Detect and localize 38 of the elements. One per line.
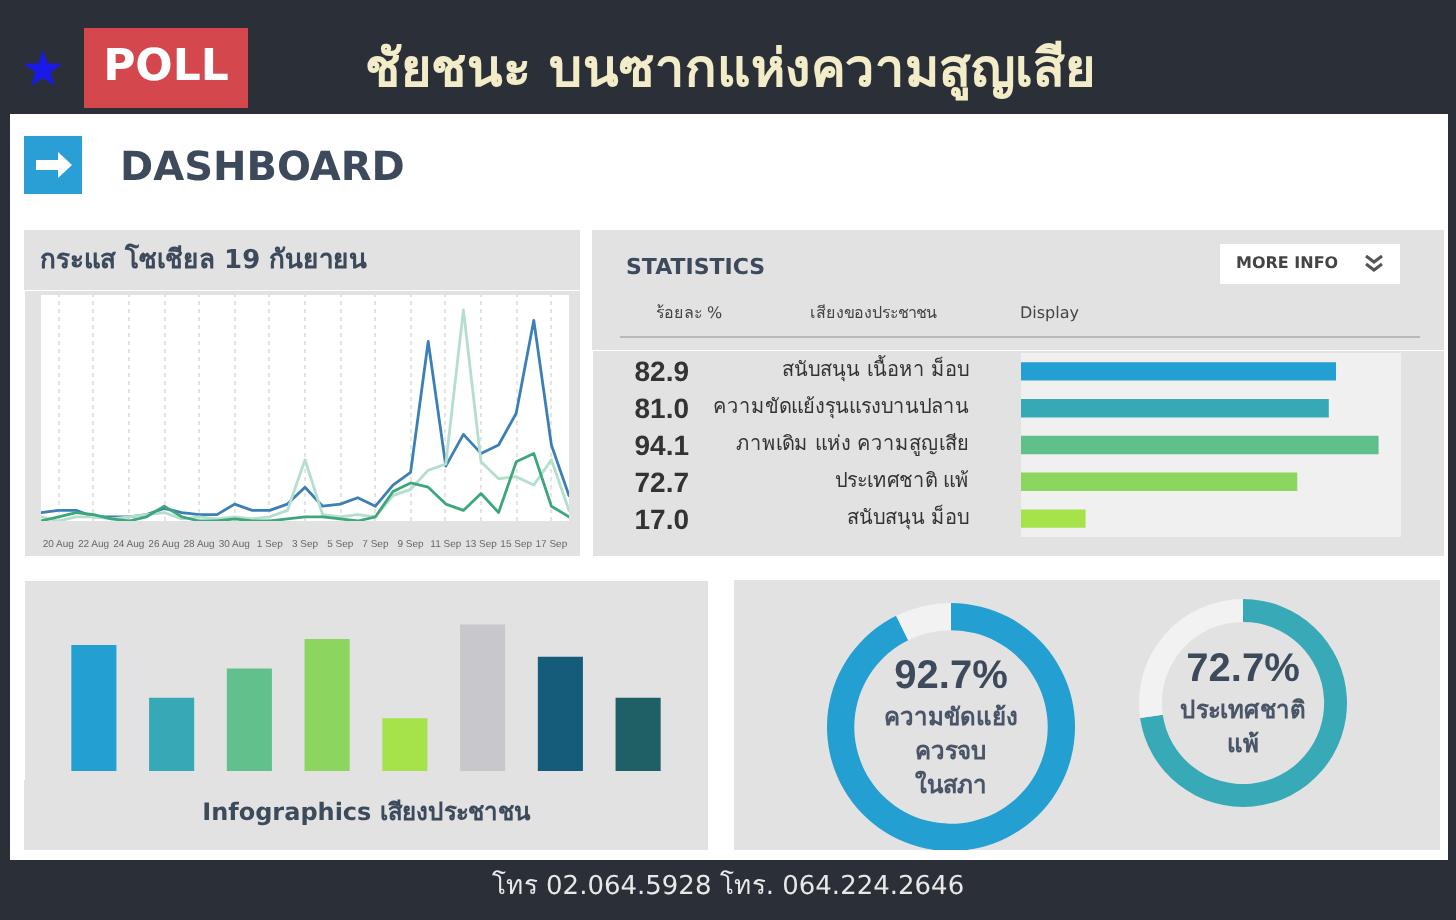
bar bbox=[226, 668, 272, 771]
y-tick-label: สนับสนุน เนื้อหา ม็อบ bbox=[782, 354, 969, 383]
text: POLL bbox=[84, 28, 248, 108]
bar bbox=[1021, 435, 1379, 455]
text: Infographics เสียงประชาชน bbox=[200, 796, 533, 830]
y-tick-label: สนับสนุน ม็อบ bbox=[846, 501, 970, 530]
bar bbox=[382, 718, 428, 771]
data-label: 92.7% bbox=[894, 654, 1009, 698]
text: โทร 02.064.5928 โทร. 064.224.2646 bbox=[491, 872, 965, 902]
y-tick-label: ประเทศชาติ แพ้ bbox=[834, 468, 970, 493]
text: STATISTICS bbox=[626, 252, 766, 284]
bar bbox=[1021, 362, 1337, 381]
bar bbox=[537, 656, 583, 771]
bar bbox=[71, 644, 117, 771]
text: DASHBOARD bbox=[120, 140, 405, 194]
text: MORE INFO bbox=[1236, 252, 1339, 276]
bar bbox=[460, 624, 506, 771]
bar bbox=[1021, 472, 1298, 491]
data-label: 17.0 bbox=[634, 502, 690, 535]
text: Display bbox=[1020, 302, 1079, 325]
data-label: 81.0 bbox=[634, 392, 690, 425]
data-label: 94.1 bbox=[634, 429, 690, 461]
data-label: 82.9 bbox=[634, 355, 690, 388]
bar bbox=[149, 697, 195, 771]
bar bbox=[1021, 509, 1086, 528]
data-label: 72.7% bbox=[1186, 647, 1301, 691]
y-tick-label: ความขัดแย้งรุนแรงบานปลาน bbox=[713, 395, 969, 420]
bar bbox=[615, 697, 661, 771]
text: ร้อยละ % bbox=[656, 302, 723, 325]
bar bbox=[1021, 399, 1329, 418]
bar bbox=[304, 639, 350, 771]
text: เสียงของประชาชน bbox=[810, 302, 936, 325]
text: ชัยชนะ บนซากแห่งความสูญเสีย bbox=[362, 38, 1098, 105]
slice-label: ความขัดแย้ง ควรจบ ในสภา bbox=[884, 703, 1018, 799]
y-tick-label: ภาพเดิม แห่ง ความสูญเสีย bbox=[736, 432, 969, 456]
data-label: 72.7 bbox=[634, 465, 690, 498]
chart-title: กระแส โซเชียล 19 กันยายน bbox=[40, 244, 368, 280]
slice-label: ประเทศชาติ แพ้ bbox=[1180, 696, 1306, 758]
